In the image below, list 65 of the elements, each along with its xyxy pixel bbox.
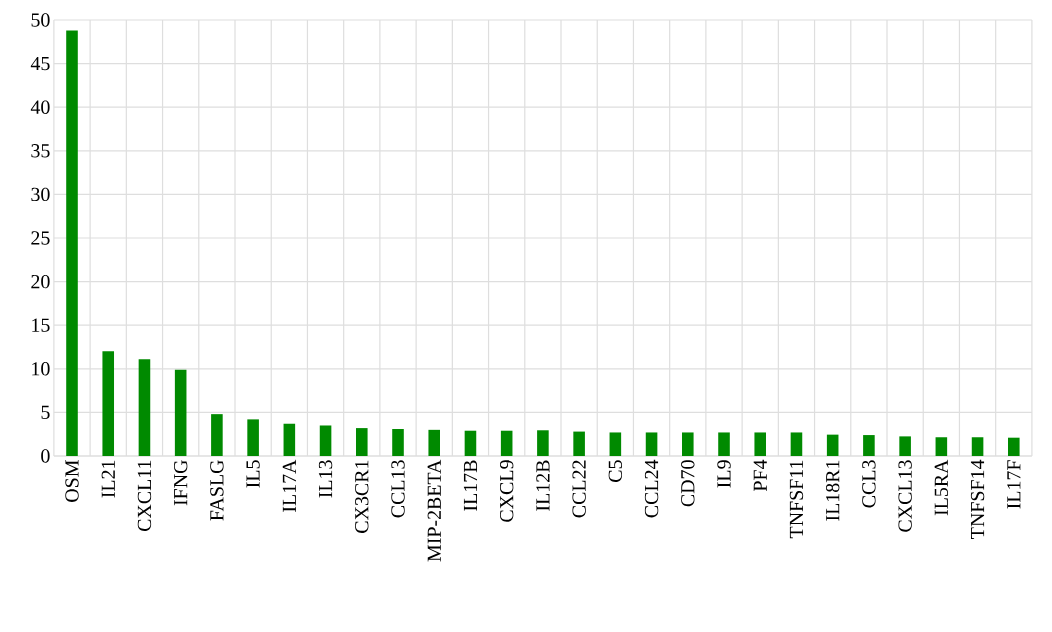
y-tick-label: 35: [31, 144, 50, 158]
x-tick-label: IL5RA: [934, 459, 949, 516]
bar: [392, 428, 404, 456]
bar: [573, 431, 585, 456]
bar: [935, 437, 948, 456]
x-tick-label: IL18R1: [825, 460, 840, 521]
x-tick-label: CCL22: [572, 460, 586, 518]
bar: [863, 435, 875, 456]
bar: [428, 429, 441, 456]
bar: [790, 432, 803, 456]
bar: [464, 430, 477, 456]
y-tick-label: 0: [41, 449, 50, 463]
y-tick-label: 20: [31, 274, 50, 289]
x-tick-label: OSM: [65, 460, 79, 502]
x-tick-label: FASLG: [210, 460, 224, 521]
y-tick-label: 40: [30, 100, 50, 114]
x-tick-label: CCL3: [862, 460, 876, 508]
x-tick-label: IL21: [101, 460, 115, 498]
x-tick-label: IL17A: [282, 459, 296, 512]
bar: [681, 432, 694, 456]
x-tick-label: CX3CR1: [355, 460, 369, 533]
bar: [754, 432, 767, 456]
y-tick-label: 45: [30, 56, 50, 71]
x-tick-label: CXCL9: [499, 460, 514, 522]
bar: [138, 359, 151, 456]
x-tick-label: IL5: [246, 460, 260, 488]
bar: [174, 369, 187, 456]
y-tick-label: 10: [32, 362, 50, 376]
bar: [537, 430, 549, 456]
x-tick-label: IL12B: [536, 460, 550, 511]
y-tick-label: 5: [41, 405, 50, 420]
bar: [1008, 437, 1020, 456]
y-tick-label: 50: [31, 13, 50, 27]
x-tick-label: CD70: [681, 460, 695, 507]
x-tick-label: CCL13: [391, 460, 405, 518]
bar: [319, 425, 332, 456]
bar: [718, 432, 730, 456]
x-tick-label: CXCL13: [898, 460, 912, 532]
y-tick-label: 30: [31, 187, 50, 202]
y-tick-label: 15: [32, 318, 50, 332]
x-tick-label: IL13: [318, 460, 333, 498]
bar: [826, 434, 839, 456]
x-tick-label: CXCL11: [137, 460, 152, 532]
bar: [247, 419, 259, 456]
x-tick-label: CCL24: [644, 459, 659, 518]
x-tick-label: IL17B: [463, 460, 478, 511]
x-tick-label: PF4: [753, 459, 767, 492]
x-tick-label: IFNG: [173, 460, 188, 506]
x-tick-label: TNFSF14: [970, 459, 985, 539]
bar: [355, 428, 368, 456]
x-tick-label: TNFSF11: [789, 460, 804, 539]
x-tick-label: MIP-2BETA: [427, 459, 441, 562]
bar: [500, 430, 513, 456]
bar: [211, 414, 223, 456]
bar: [283, 423, 296, 456]
x-tick-label: IL17F: [1007, 460, 1021, 509]
bar: [971, 437, 984, 456]
y-tick-label: 25: [31, 231, 50, 245]
x-tick-label: C5: [608, 460, 623, 482]
bar: [609, 432, 622, 456]
bar: [899, 436, 911, 456]
bar: [66, 30, 78, 456]
x-tick-label: IL9: [717, 460, 731, 488]
bar: [645, 432, 658, 456]
bar: [102, 351, 115, 456]
